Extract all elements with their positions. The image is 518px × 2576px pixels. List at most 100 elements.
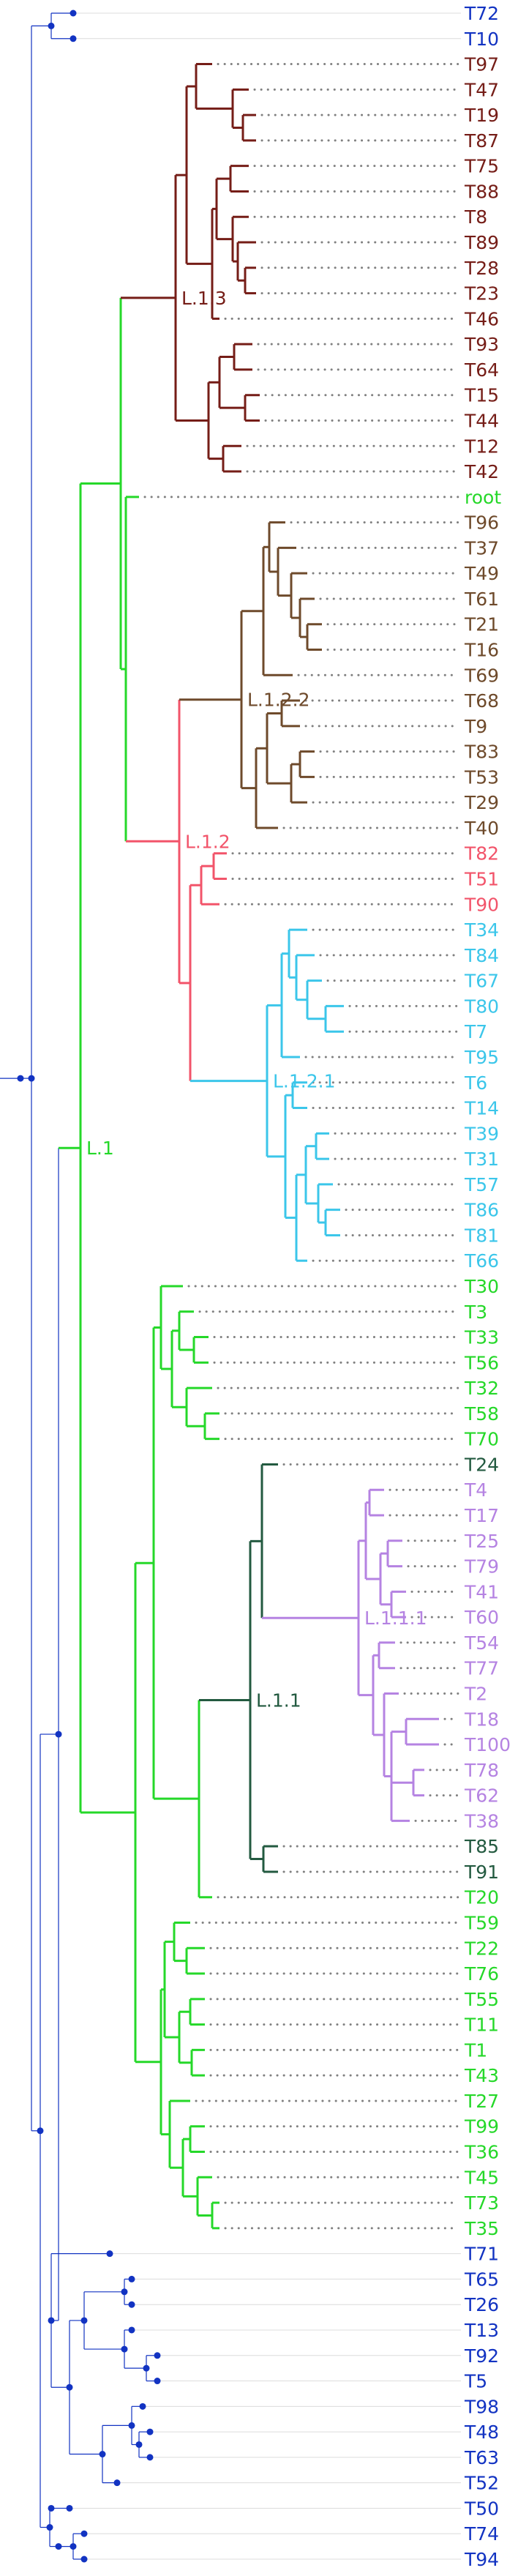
node-dot	[154, 2378, 161, 2385]
leaf-label: T85	[464, 1836, 499, 1857]
leaf-label: T25	[464, 1531, 499, 1552]
leaf-label: T73	[464, 2192, 499, 2214]
leaf-label: T48	[464, 2422, 499, 2443]
node-dot	[128, 2422, 135, 2429]
leaf-label: T36	[464, 2142, 499, 2163]
leaf-label: T37	[464, 537, 499, 559]
node-dot	[113, 2479, 121, 2487]
leaf-label: T3	[464, 1302, 487, 1323]
node-dot	[55, 1731, 62, 1738]
leaf-label: T58	[464, 1403, 499, 1425]
leaf-label: T83	[464, 742, 499, 763]
leaf-label: T4	[464, 1479, 487, 1501]
node-dot	[70, 10, 77, 17]
leaf-label: T75	[464, 156, 499, 177]
node-dot	[154, 2352, 161, 2359]
leaf-label: T1	[464, 2039, 487, 2061]
clade-label: L.1.1.1	[364, 1608, 427, 1629]
leaf-label: T71	[464, 2244, 499, 2265]
leaf-label: root	[465, 487, 501, 508]
leaf-label: T89	[464, 232, 499, 253]
node-dot	[80, 2530, 88, 2537]
leaf-label: T91	[464, 1862, 499, 1883]
leaf-label: T79	[464, 1556, 499, 1578]
leaf-label: T18	[464, 1709, 499, 1730]
node-dot	[48, 2504, 55, 2512]
leaf-label: T64	[464, 359, 499, 381]
leaf-label: T44	[464, 410, 499, 431]
leaf-label: T76	[464, 1963, 499, 1985]
node-dot	[48, 2317, 55, 2324]
node-dot	[55, 2543, 62, 2550]
node-dot	[128, 2275, 135, 2282]
node-dot	[106, 2250, 113, 2258]
leaf-label: T43	[464, 2065, 499, 2086]
node-dot	[37, 2127, 44, 2135]
leaf-label: T13	[464, 2320, 499, 2341]
leaf-label: T29	[464, 792, 499, 813]
leaf-label: T65	[464, 2269, 499, 2290]
leaf-label: T60	[464, 1607, 499, 1628]
lineage-branches	[59, 63, 459, 2230]
leaf-label: T54	[464, 1632, 499, 1654]
leaf-label: T90	[464, 894, 499, 915]
leaf-label: T20	[464, 1887, 499, 1908]
leaf-label: T7	[464, 1021, 487, 1042]
leaf-label: T77	[464, 1658, 499, 1679]
leaf-label: T80	[464, 996, 499, 1017]
leaf-labels: T72 T10 T97 T47 T19 T87 T75 T88 T8 T89 T28 T23 T46 T9…	[464, 3, 511, 2570]
leaf-label: T47	[464, 79, 499, 100]
node-dot	[66, 2504, 73, 2512]
leaf-label: T38	[464, 1810, 499, 1832]
leaf-label: T62	[464, 1785, 499, 1807]
node-dot	[66, 2383, 73, 2391]
node-markers	[17, 10, 161, 2563]
leaf-label: T41	[464, 1581, 499, 1602]
leaf-label: T99	[464, 2116, 499, 2138]
leaf-label: T10	[464, 29, 499, 50]
leaf-label: T81	[464, 1225, 499, 1246]
node-dot	[70, 2543, 77, 2550]
leaf-label: T74	[464, 2523, 499, 2545]
leaf-label: T23	[464, 283, 499, 305]
leaf-label: T5	[464, 2371, 487, 2392]
leaf-label: T46	[464, 308, 499, 329]
leaf-label: T35	[464, 2218, 499, 2239]
node-dot	[143, 2364, 150, 2372]
node-dot	[146, 2428, 154, 2435]
node-dot	[128, 2326, 135, 2334]
leaf-label: T52	[464, 2473, 499, 2494]
leaf-label: T24	[464, 1454, 499, 1475]
leaf-label: T67	[464, 971, 499, 992]
leaf-label: T32	[464, 1378, 499, 1399]
leaf-label: T30	[464, 1276, 499, 1297]
leaf-label: T19	[464, 105, 499, 126]
leaf-label: T6	[464, 1072, 487, 1094]
clade-label: L.1.2.2	[247, 690, 310, 711]
leaf-label: T45	[464, 2167, 499, 2188]
node-dot	[46, 2524, 53, 2531]
clade-label: L.1.3	[181, 288, 227, 309]
node-dot	[48, 22, 55, 29]
leaf-label: T16	[464, 640, 499, 661]
leaf-label: T15	[464, 385, 499, 406]
clade-labels: L.1 L.1.3 L.1.2 L.1.2.2 L.1.2.1 L.1.1 L.1.1.1	[86, 288, 427, 1711]
leaf-label: T28	[464, 258, 499, 279]
leaf-label: T50	[464, 2498, 499, 2519]
leaf-label: T22	[464, 1938, 499, 1959]
clade-label: L.1.1	[256, 1690, 301, 1711]
leaf-label: T27	[464, 2091, 499, 2112]
leaf-label: T56	[464, 1352, 499, 1373]
leaf-label: T17	[464, 1505, 499, 1526]
clade-label: L.1.2.1	[273, 1071, 336, 1092]
leaf-label: T2	[464, 1683, 487, 1704]
leaf-label: T82	[464, 843, 499, 865]
leaf-label: T72	[464, 3, 499, 24]
leaf-label: T86	[464, 1200, 499, 1221]
clade-label: L.1	[86, 1138, 114, 1159]
node-dot	[17, 1075, 24, 1082]
clade-label: L.1.2	[185, 831, 230, 852]
leaf-label: T88	[464, 181, 499, 202]
leaf-label: T31	[464, 1149, 499, 1170]
